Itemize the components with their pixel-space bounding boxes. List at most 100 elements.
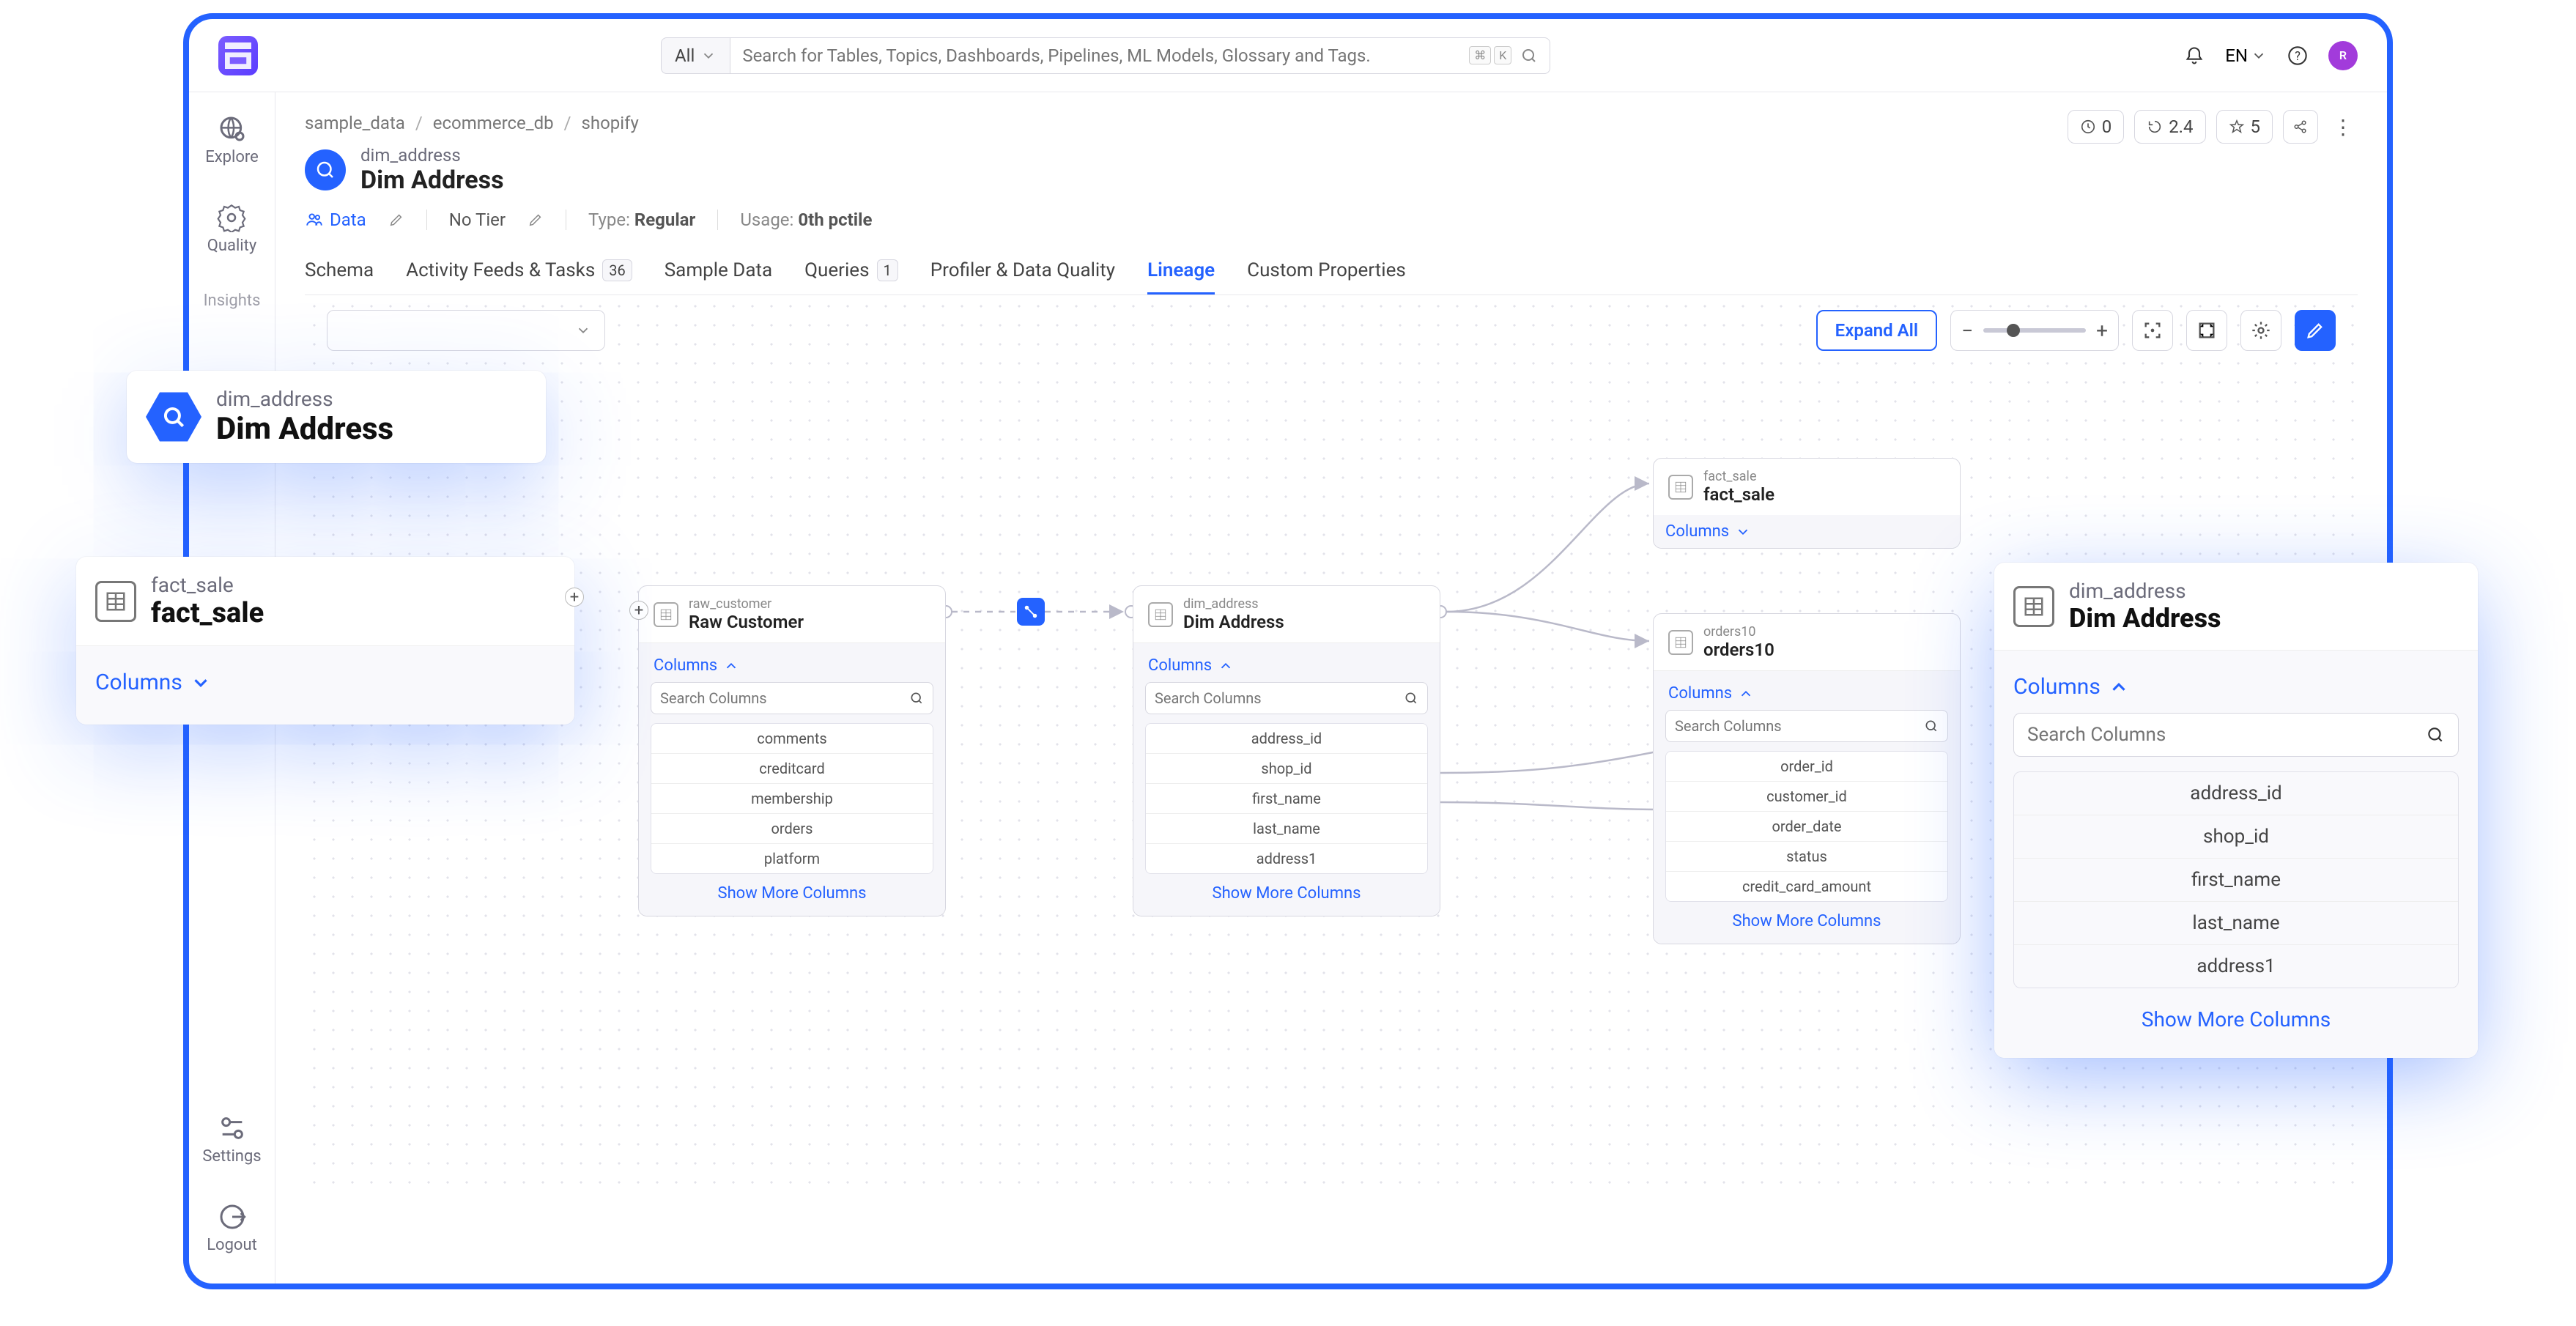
breadcrumb-item[interactable]: sample_data bbox=[305, 113, 405, 133]
settings-icon[interactable] bbox=[2240, 310, 2281, 351]
tab-profiler[interactable]: Profiler & Data Quality bbox=[930, 259, 1115, 295]
column-item[interactable]: first_name bbox=[1146, 783, 1427, 813]
zoom-in-icon[interactable]: + bbox=[2096, 319, 2108, 343]
tab-lineage[interactable]: Lineage bbox=[1147, 259, 1215, 295]
show-more-columns[interactable]: Show More Columns bbox=[1145, 874, 1428, 903]
search-scope-dropdown[interactable]: All bbox=[661, 37, 730, 74]
expand-all-button[interactable]: Expand All bbox=[1816, 310, 1937, 351]
columns-toggle[interactable]: Columns bbox=[1668, 684, 1945, 703]
svg-text:?: ? bbox=[2295, 48, 2301, 62]
column-item[interactable]: address1 bbox=[1146, 843, 1427, 873]
sidebar-item-insights[interactable]: Insights bbox=[204, 292, 261, 310]
tab-sample-data[interactable]: Sample Data bbox=[665, 259, 772, 295]
focus-icon[interactable] bbox=[2132, 310, 2173, 351]
user-avatar[interactable]: R bbox=[2328, 41, 2358, 70]
chevron-down-icon bbox=[700, 48, 717, 64]
breadcrumb-item[interactable]: ecommerce_db bbox=[433, 113, 554, 133]
column-item[interactable]: last_name bbox=[2014, 901, 2458, 944]
bell-icon[interactable] bbox=[2184, 45, 2205, 66]
lineage-node-orders10[interactable]: orders10 orders10 Columns order_id bbox=[1653, 613, 1961, 944]
edit-icon[interactable] bbox=[388, 212, 404, 228]
breadcrumb-item[interactable]: shopify bbox=[582, 113, 639, 133]
app-logo[interactable] bbox=[218, 36, 258, 75]
global-search[interactable]: ⌘ K bbox=[730, 37, 1550, 74]
show-more-columns[interactable]: Show More Columns bbox=[1665, 902, 1948, 930]
tab-activity[interactable]: Activity Feeds & Tasks 36 bbox=[406, 259, 632, 295]
show-more-columns[interactable]: Show More Columns bbox=[2013, 988, 2459, 1042]
column-item[interactable]: address_id bbox=[1146, 724, 1427, 753]
queries-count-pill[interactable]: 0 bbox=[2068, 110, 2125, 144]
columns-toggle[interactable]: Columns bbox=[1665, 522, 1948, 541]
star-pill[interactable]: 5 bbox=[2216, 110, 2273, 144]
node-title: Dim Address bbox=[1183, 612, 1284, 632]
sidebar-label: Explore bbox=[205, 148, 259, 166]
column-search-input[interactable] bbox=[2027, 724, 2426, 746]
more-menu-button[interactable]: ⋮ bbox=[2328, 115, 2358, 139]
sidebar-item-settings[interactable]: Settings bbox=[202, 1114, 261, 1166]
column-item[interactable]: credit_card_amount bbox=[1666, 871, 1947, 901]
tab-schema[interactable]: Schema bbox=[305, 259, 374, 295]
tab-custom-properties[interactable]: Custom Properties bbox=[1247, 259, 1406, 295]
column-search[interactable] bbox=[1665, 710, 1948, 742]
sidebar-item-explore[interactable]: Explore bbox=[205, 114, 259, 166]
column-item[interactable]: comments bbox=[651, 724, 933, 753]
tab-queries[interactable]: Queries 1 bbox=[804, 259, 898, 295]
overlay-card-fact-sale[interactable]: + fact_sale fact_sale Columns bbox=[76, 557, 574, 725]
chevron-down-icon bbox=[575, 322, 591, 338]
zoom-out-icon[interactable]: − bbox=[1961, 319, 1973, 343]
column-item[interactable]: customer_id bbox=[1666, 781, 1947, 811]
share-button[interactable] bbox=[2283, 110, 2318, 144]
column-search[interactable] bbox=[1145, 682, 1428, 714]
help-icon[interactable]: ? bbox=[2287, 45, 2308, 66]
zoom-control[interactable]: − + bbox=[1950, 310, 2119, 351]
edit-icon[interactable] bbox=[528, 212, 544, 228]
filter-select[interactable] bbox=[327, 310, 605, 351]
column-item[interactable]: address1 bbox=[2014, 944, 2458, 988]
column-search[interactable] bbox=[651, 682, 933, 714]
pipeline-node[interactable] bbox=[1017, 598, 1045, 626]
owner-team[interactable]: Data bbox=[305, 210, 366, 230]
search-input[interactable] bbox=[742, 45, 1460, 66]
column-item[interactable]: status bbox=[1666, 841, 1947, 871]
column-item[interactable]: last_name bbox=[1146, 813, 1427, 843]
column-item[interactable]: platform bbox=[651, 843, 933, 873]
columns-toggle[interactable]: Columns bbox=[654, 656, 930, 675]
lineage-node-dim-address[interactable]: dim_address Dim Address Columns address_… bbox=[1133, 585, 1440, 916]
columns-toggle[interactable]: Columns bbox=[1148, 656, 1425, 675]
logout-icon bbox=[218, 1202, 247, 1231]
column-item[interactable]: creditcard bbox=[651, 753, 933, 783]
fullscreen-icon[interactable] bbox=[2186, 310, 2227, 351]
column-item[interactable]: membership bbox=[651, 783, 933, 813]
topbar: All ⌘ K EN ? R bbox=[189, 19, 2387, 92]
columns-toggle[interactable]: Columns bbox=[95, 656, 555, 708]
language-switcher[interactable]: EN bbox=[2225, 45, 2267, 66]
table-icon bbox=[95, 581, 136, 622]
expand-handle-icon[interactable]: + bbox=[565, 588, 584, 607]
column-list: address_id shop_id first_name last_name … bbox=[2013, 771, 2459, 988]
column-search-input[interactable] bbox=[660, 689, 909, 707]
sidebar-item-logout[interactable]: Logout bbox=[207, 1202, 257, 1254]
overlay-card-dim-address-columns[interactable]: dim_address Dim Address Columns address_… bbox=[1994, 563, 2478, 1058]
column-item[interactable]: address_id bbox=[2014, 772, 2458, 815]
column-item[interactable]: first_name bbox=[2014, 858, 2458, 901]
sidebar-item-quality[interactable]: Quality bbox=[207, 203, 257, 255]
recent-pill[interactable]: 2.4 bbox=[2134, 110, 2205, 144]
columns-toggle[interactable]: Columns bbox=[2013, 661, 2459, 713]
canvas-filter bbox=[327, 310, 605, 351]
expand-handle-icon[interactable]: + bbox=[629, 601, 648, 620]
column-item[interactable]: shop_id bbox=[1146, 753, 1427, 783]
column-item[interactable]: shop_id bbox=[2014, 815, 2458, 858]
column-item[interactable]: order_date bbox=[1666, 811, 1947, 841]
show-more-columns[interactable]: Show More Columns bbox=[651, 874, 933, 903]
column-search-input[interactable] bbox=[1675, 717, 1924, 735]
lineage-node-fact-sale[interactable]: fact_sale fact_sale Columns bbox=[1653, 458, 1961, 549]
node-subtitle: raw_customer bbox=[689, 596, 804, 612]
globe-search-icon bbox=[218, 114, 247, 144]
column-item[interactable]: order_id bbox=[1666, 752, 1947, 781]
column-item[interactable]: orders bbox=[651, 813, 933, 843]
zoom-slider[interactable] bbox=[1983, 328, 2086, 333]
edit-lineage-button[interactable] bbox=[2295, 310, 2336, 351]
column-search[interactable] bbox=[2013, 713, 2459, 757]
column-search-input[interactable] bbox=[1155, 689, 1404, 707]
lineage-node-raw-customer[interactable]: + raw_customer Raw Customer Columns bbox=[638, 585, 946, 916]
